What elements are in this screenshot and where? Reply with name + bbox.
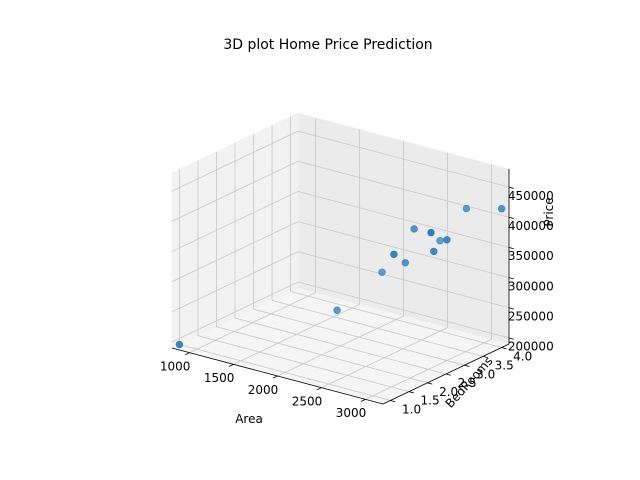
- z-tick-label: 400000: [508, 219, 554, 233]
- axes-panes: [170, 112, 511, 405]
- x-tick-mark: [228, 363, 234, 367]
- x-tick-mark: [272, 375, 278, 379]
- z-tick-label: 200000: [508, 340, 554, 354]
- z-grid-line: [171, 191, 299, 252]
- scatter-point: [430, 247, 438, 256]
- y-tick-label: 1.0: [402, 403, 421, 417]
- x-tick-label: 3000: [336, 406, 367, 420]
- scatter-point: [401, 259, 409, 267]
- y-tick-label: 3.5: [495, 358, 514, 372]
- y-tick-mark: [501, 347, 507, 350]
- x-tick-label: 2500: [292, 395, 323, 409]
- y-tick-mark: [390, 400, 396, 403]
- z-grid-line: [297, 191, 510, 248]
- scatter-point: [462, 204, 471, 213]
- scatter-point: [410, 225, 418, 233]
- z-grid-line: [297, 281, 510, 339]
- y-tick-label: 2.0: [439, 385, 458, 399]
- y-tick-mark: [408, 391, 414, 394]
- z-tick-label: 450000: [508, 189, 554, 203]
- scatter-point: [333, 306, 341, 314]
- z-grid-line: [171, 281, 299, 343]
- x-tick-mark: [184, 352, 190, 356]
- y-tick-label: 1.5: [421, 394, 440, 408]
- z-tick-mark: [508, 307, 514, 310]
- z-grid-line: [297, 251, 510, 309]
- z-tick-label: 300000: [508, 279, 554, 293]
- scatter-point: [175, 340, 184, 349]
- z-tick-mark: [508, 277, 514, 280]
- y-tick-mark: [427, 382, 433, 385]
- y-grid-line: [253, 308, 465, 366]
- y-tick-mark: [445, 373, 451, 376]
- scatter-point: [390, 250, 398, 259]
- x-tick-mark: [360, 398, 366, 402]
- z-grid-line: [297, 130, 510, 188]
- x-tick-label: 1000: [160, 360, 191, 374]
- z-tick-mark: [508, 186, 514, 189]
- z-tick-label: 250000: [508, 310, 554, 324]
- scatter-point: [443, 236, 451, 244]
- y-tick-label: 2.5: [458, 376, 477, 390]
- z-tick-mark: [508, 337, 514, 340]
- grid-lines: [171, 116, 510, 401]
- x-tick-label: 1500: [204, 371, 235, 385]
- y-tick-mark: [482, 355, 488, 359]
- z-tick-mark: [508, 247, 514, 250]
- y-grid-line: [179, 344, 391, 401]
- y-grid-line: [290, 291, 502, 348]
- scatter-points: [175, 204, 506, 349]
- z-tick-mark: [508, 216, 514, 219]
- y-grid-line: [234, 317, 447, 375]
- x-axis-label: Area: [235, 412, 263, 426]
- z-tick-label: 350000: [508, 249, 554, 263]
- y-tick-label: 4.0: [513, 350, 532, 364]
- z-axis-label: Price: [542, 197, 556, 226]
- chart-title: 3D plot Home Price Prediction: [223, 37, 432, 53]
- z-grid-line: [171, 130, 299, 192]
- tick-labels: 1000 1500 2000 2500 3000 1.01.52.02.53.03.54.…: [160, 186, 554, 420]
- y-grid-line: [271, 299, 484, 357]
- y-grid-line: [197, 335, 410, 393]
- x-tick-mark: [316, 387, 322, 391]
- scatter-point: [378, 268, 386, 276]
- scatter-point: [497, 205, 506, 213]
- scatter-point: [436, 237, 444, 245]
- z-grid-line: [171, 160, 299, 222]
- y-tick-mark: [464, 364, 470, 367]
- z-grid-line: [171, 251, 299, 313]
- scatter-point: [427, 228, 435, 237]
- z-grid-line: [297, 221, 510, 279]
- x-tick-label: 2000: [248, 383, 279, 397]
- y-tick-label: 3.0: [476, 367, 495, 381]
- y-grid-line: [216, 326, 428, 384]
- z-grid-line: [297, 160, 510, 218]
- z-grid-line: [171, 221, 299, 282]
